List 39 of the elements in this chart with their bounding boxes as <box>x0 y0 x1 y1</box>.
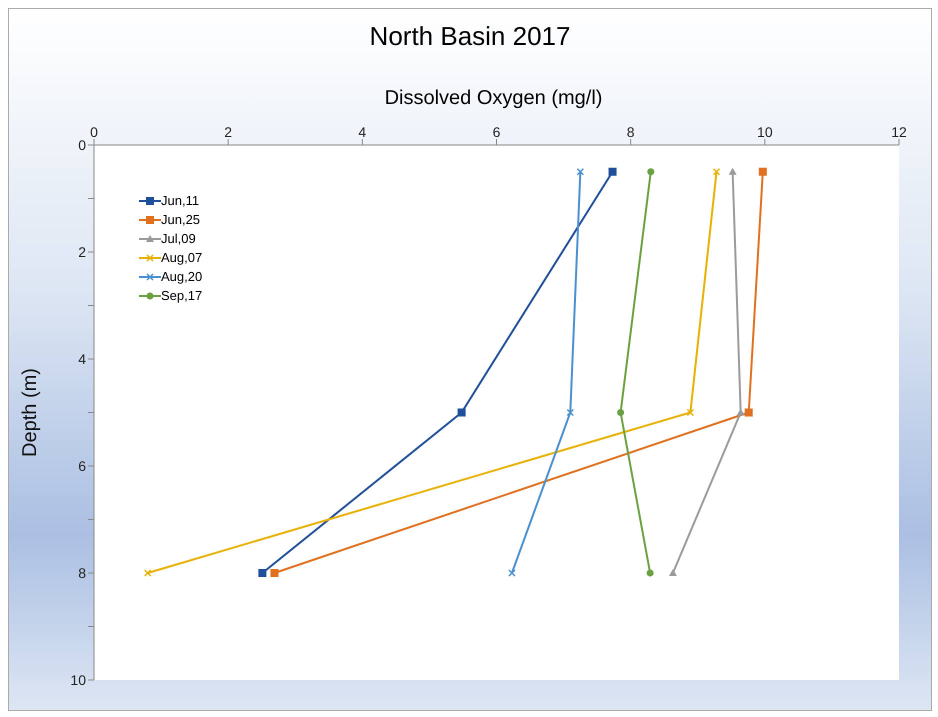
chart-title: North Basin 2017 <box>368 20 572 53</box>
point <box>608 168 617 176</box>
point <box>646 570 654 576</box>
y-tick-label: 4 <box>78 350 86 367</box>
point <box>744 408 753 416</box>
x-tick-label: 6 <box>492 124 501 140</box>
legend-label: Sep,17 <box>161 287 202 305</box>
x-tick-label: 8 <box>626 124 635 140</box>
point <box>686 408 694 416</box>
y-tick-label: 8 <box>78 564 86 581</box>
y-axis-title: Depth (m) <box>19 368 42 457</box>
point <box>668 569 677 576</box>
point <box>576 168 584 176</box>
legend-label: Jun,11 <box>161 192 200 210</box>
point <box>144 569 152 577</box>
point <box>458 408 466 416</box>
legend-label: Jun,25 <box>161 211 200 229</box>
x-tick-label: 10 <box>757 124 773 140</box>
legend-label: Aug,20 <box>161 268 202 286</box>
point <box>758 168 767 176</box>
y-tick-label: 0 <box>78 136 86 153</box>
y-tick-label: 6 <box>78 458 86 474</box>
y-tick-label: 10 <box>70 672 86 688</box>
point <box>728 168 737 175</box>
point <box>647 168 654 176</box>
point <box>712 168 720 176</box>
legend-label: Jul,09 <box>161 230 196 248</box>
point <box>566 408 574 416</box>
y-tick-label: 2 <box>78 244 86 260</box>
x-tick-label: 4 <box>358 124 366 140</box>
x-tick-label: 0 <box>90 124 98 140</box>
x-tick-label: 2 <box>224 124 232 140</box>
point <box>270 569 278 577</box>
point <box>258 569 266 577</box>
legend-label: Aug,07 <box>161 249 202 267</box>
x-tick-label: 12 <box>891 124 907 140</box>
x-axis-title: Dissolved Oxygen (mg/l) <box>384 87 604 110</box>
point <box>508 569 516 577</box>
point <box>617 409 624 416</box>
